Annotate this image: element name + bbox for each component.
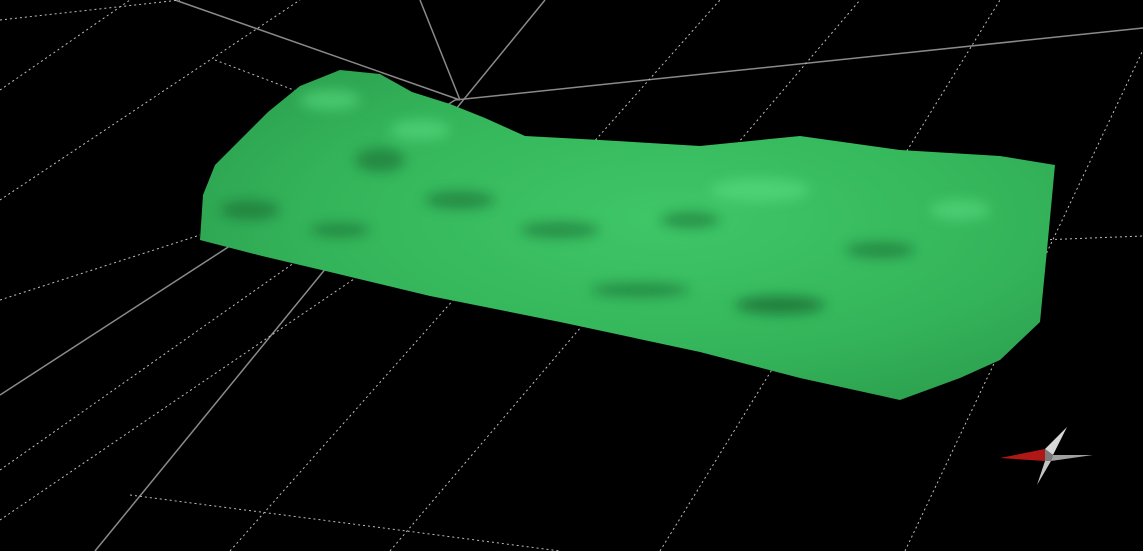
grid-line xyxy=(1039,235,1143,241)
grid-axis xyxy=(94,0,546,551)
grid-line xyxy=(0,0,181,21)
compass-north xyxy=(1000,449,1045,461)
grid-line xyxy=(0,0,131,91)
terrain-mesh xyxy=(200,70,1055,400)
compass-arm xyxy=(1051,455,1093,461)
orientation-compass xyxy=(1000,427,1093,485)
grid-line xyxy=(129,494,561,551)
compass-arm xyxy=(1045,427,1067,455)
grid-line xyxy=(389,0,861,551)
grid-line xyxy=(0,234,201,301)
terrain-surface xyxy=(200,70,1055,400)
grid-axis xyxy=(174,0,461,101)
terrain-shading xyxy=(220,90,990,314)
grid-line xyxy=(214,59,321,101)
grid-line xyxy=(0,0,301,201)
compass-arm xyxy=(1037,461,1051,485)
grid-axis xyxy=(454,27,1143,101)
compass-center xyxy=(1045,449,1053,461)
grid-axis xyxy=(419,0,461,101)
